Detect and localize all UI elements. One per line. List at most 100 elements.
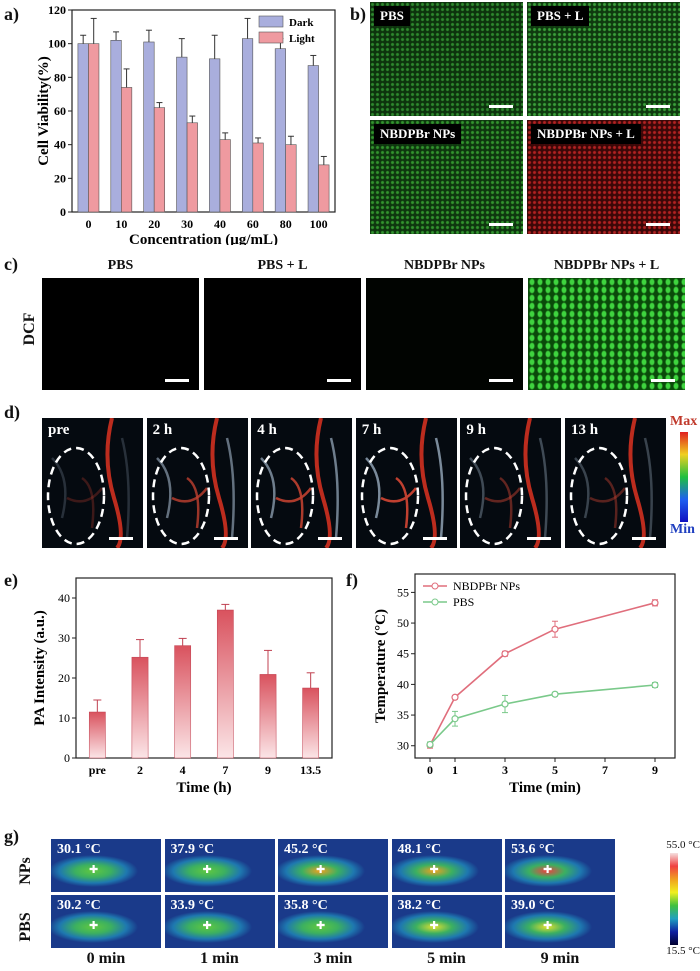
pa-image-row: pre 2 h 4 h 7 h 9 h 13 h: [42, 418, 666, 548]
legend-swatch: [258, 15, 284, 28]
vessel: [523, 418, 542, 548]
scale-bar: [646, 105, 670, 108]
x-axis-label: Time (min): [509, 780, 581, 796]
x-tick-label: pre: [89, 763, 107, 777]
pa-time-label: pre: [48, 422, 70, 438]
vessel: [364, 457, 381, 519]
data-point: [651, 599, 659, 607]
thermal-time-label: 5 min: [427, 950, 466, 967]
dcf-image-nps-laser: [528, 278, 685, 390]
bar: [77, 43, 89, 213]
thermal-temperature-label: 48.1 °C: [397, 842, 442, 857]
scale-bar: [165, 379, 189, 382]
thermal-image: 45.2 °C ✚: [278, 839, 388, 892]
micrograph-label: PBS + L: [531, 6, 590, 26]
panel-label-a: a): [4, 4, 19, 24]
bar: [174, 645, 192, 759]
vessel: [105, 418, 123, 548]
pa-time-label: 9 h: [466, 422, 486, 438]
bar: [216, 609, 234, 759]
vessel: [628, 418, 646, 548]
x-tick-label: 9: [652, 763, 658, 777]
x-tick-label: 0: [427, 763, 433, 777]
vessel: [539, 437, 549, 539]
measurement-point-icon: ✚: [89, 920, 99, 932]
thermal-image: 38.2 °C ✚: [391, 895, 502, 948]
colorbar-gradient: [680, 432, 688, 522]
vessel: [589, 487, 626, 503]
series-line: [429, 602, 656, 746]
bar: [88, 43, 100, 213]
scale-bar: [527, 537, 552, 540]
plot-frame: [414, 573, 676, 759]
thermal-image: 30.2 °C ✚: [51, 895, 161, 948]
x-tick-label: 20: [148, 217, 160, 231]
y-tick-label: 40: [397, 677, 409, 691]
data-point: [551, 625, 559, 633]
thermal-image: 35.8 °C ✚: [278, 895, 388, 948]
y-tick-label: 40: [54, 138, 66, 152]
vessel: [290, 476, 304, 529]
bar: [176, 56, 188, 213]
x-tick-label: 40: [214, 217, 226, 231]
measurement-point-icon: ✚: [316, 864, 326, 876]
y-tick-label: 10: [58, 711, 70, 725]
vessel: [329, 437, 340, 539]
thermal-temperature-label: 37.9 °C: [170, 842, 215, 857]
measurement-point-icon: ✚: [202, 920, 212, 932]
vessel: [185, 476, 200, 529]
vessel: [51, 457, 67, 519]
x-axis-label: Concentration (μg/mL): [129, 232, 278, 245]
cell-viability-chart: 0 20 40 60 80 100 120 0 10 20 30 40 60 80 100 Concentra…: [36, 3, 336, 245]
measurement-point-icon: ✚: [429, 920, 439, 932]
micrograph-label: PBS: [374, 6, 410, 26]
x-tick-label: 60: [247, 217, 259, 231]
colorbar-min-label: Min: [670, 522, 695, 537]
y-tick-label: 30: [397, 739, 409, 753]
measurement-point-icon: ✚: [202, 864, 212, 876]
bar: [153, 107, 166, 213]
pa-intensity-chart: 0 10 20 30 40 pre 2 4 7 9 13.5 Time (h) PA Intensity…: [32, 577, 333, 796]
thermal-max-label: 55.0 °C: [666, 839, 700, 851]
bar: [252, 142, 264, 213]
scale-bar: [327, 379, 351, 382]
y-tick-label: 20: [58, 671, 70, 685]
pa-time-label: 13 h: [571, 422, 599, 438]
thermal-image: 37.9 °C ✚: [164, 839, 275, 892]
x-tick-label: 2: [137, 763, 143, 777]
x-tick-label: 1: [452, 763, 458, 777]
thermal-image: 48.1 °C ✚: [391, 839, 502, 892]
data-point: [651, 681, 659, 689]
bar: [285, 144, 297, 213]
thermal-image-grid: 30.1 °C ✚ 37.9 °C ✚ 45.2 °C ✚ 48.1 °C ✚ 53.6 °C ✚…: [51, 839, 651, 949]
bar: [143, 41, 155, 213]
vessel: [260, 457, 276, 519]
scale-bar: [318, 537, 343, 540]
x-tick-label: 3: [502, 763, 508, 777]
series-line: [429, 684, 656, 746]
pa-colorbar: Max Min: [670, 414, 700, 538]
x-tick-label: 9: [265, 763, 271, 777]
dcf-title: NBDPBr NPs: [403, 258, 486, 273]
roi-ellipse: [46, 446, 106, 546]
micrograph-label: NBDPBr NPs: [374, 124, 462, 144]
vessel: [155, 457, 172, 519]
data-point: [501, 650, 509, 658]
vessel: [643, 437, 653, 539]
pa-image: pre: [42, 418, 143, 548]
y-tick-label: 50: [397, 616, 409, 630]
plot-frame: [75, 577, 333, 759]
legend-swatch: [258, 31, 284, 44]
vessel: [395, 476, 409, 529]
bar: [209, 58, 221, 213]
y-tick-label: 0: [64, 751, 70, 765]
bar: [302, 687, 320, 759]
micrograph-pbs: PBS: [370, 2, 523, 116]
thermal-temperature-label: 45.2 °C: [284, 842, 328, 857]
legend-label: NBDPBr NPs: [453, 579, 520, 593]
pa-image: 13 h: [565, 418, 666, 548]
x-tick-label: 100: [310, 217, 328, 231]
vessel: [380, 487, 417, 503]
x-tick-label: 0: [85, 217, 91, 231]
y-tick-label: 35: [397, 708, 409, 722]
